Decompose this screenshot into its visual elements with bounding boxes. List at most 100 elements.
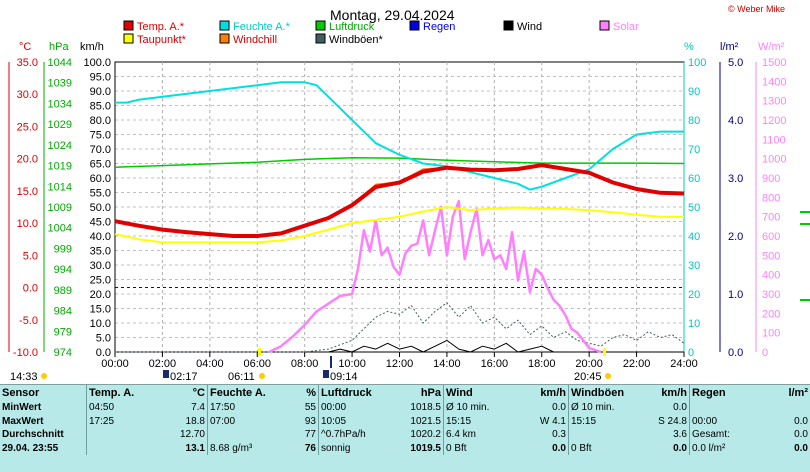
wind-tick-label: 70.0 <box>90 144 111 156</box>
table-header: Sensor <box>2 386 40 399</box>
table-cell: 15:15 <box>568 414 633 429</box>
press-tick-label: 979 <box>54 326 72 338</box>
weather-chart: 00:00 02:00 04:00 06:00 08:00 10:00 12:00 14:00… <box>8 20 810 383</box>
solar-tick-label: 200 <box>762 308 780 320</box>
hum-tick-label: 0 <box>688 347 694 359</box>
table-cell: 18.8 <box>185 415 205 427</box>
x-tick-label: 08:00 <box>291 358 319 370</box>
rain-tick-label: 1.0 <box>728 289 743 301</box>
series-luftdruck <box>114 156 685 168</box>
table-cell: 0 Bft <box>568 441 633 456</box>
solar-tick-label: 500 <box>762 250 780 262</box>
press-tick-label: 999 <box>54 243 72 255</box>
row-label: MaxWert <box>2 415 44 427</box>
table-cell: 13.1 <box>185 443 205 455</box>
table-header: Temp. A. <box>86 385 153 401</box>
table-row: 29.04. 23:55 13.1 8.68 g/m³ 76 sonnig 1019.5 0… <box>0 441 810 456</box>
event-moonrise: 14:33 <box>10 371 38 383</box>
rain-tick-label: 0.0 <box>728 347 743 359</box>
hum-tick-label: 30 <box>688 260 700 272</box>
moonset-icon <box>323 370 329 378</box>
wind-tick-label: 30.0 <box>90 260 111 272</box>
table-cell: 00:00 <box>318 401 383 415</box>
temp-tick-label: 10.0 <box>17 218 38 230</box>
series-taupunkt <box>114 206 684 244</box>
table-cell: 0.3 <box>552 429 566 441</box>
wind-tick-label: 20.0 <box>90 289 111 301</box>
legend-label: Solar <box>613 21 639 33</box>
series-solar <box>268 199 602 354</box>
wind-tick-label: 25.0 <box>90 275 111 287</box>
x-tick-label: 02:00 <box>149 358 177 370</box>
hum-tick-label: 40 <box>688 231 700 243</box>
x-tick-label: 20:00 <box>575 358 603 370</box>
table-cell: 12.70 <box>179 429 205 441</box>
legend-swatch <box>599 20 610 31</box>
table-header: Wind <box>443 385 508 401</box>
wind-tick-label: 95.0 <box>90 72 111 84</box>
table-header: l/m² <box>788 386 808 399</box>
moonphase-icon <box>163 370 169 378</box>
table-cell: 0.0 <box>794 443 808 455</box>
table-cell: 76 <box>304 443 316 455</box>
table-cell: Ø 10 min. <box>568 401 633 415</box>
legend-label: Regen <box>423 21 455 33</box>
legend-label: Windböen* <box>329 34 384 46</box>
sunrise-icon <box>259 373 265 379</box>
event-moonset: 09:14 <box>330 371 358 383</box>
table-cell: W 4.1 <box>539 415 566 427</box>
wind-tick-label: 80.0 <box>90 115 111 127</box>
x-tick-label: 12:00 <box>386 358 414 370</box>
table-cell: 3.6 <box>673 429 687 441</box>
press-tick-label: 974 <box>54 347 72 359</box>
temp-tick-label: 25.0 <box>17 121 38 133</box>
table-cell: 6.4 km <box>443 428 508 442</box>
table-cell: 17:25 <box>86 414 153 429</box>
temp-tick-label: 30.0 <box>17 89 38 101</box>
table-cell: 0.0 l/m² <box>689 441 758 456</box>
press-tick-label: 1014 <box>48 181 72 193</box>
table-cell: 1019.5 <box>410 443 441 455</box>
table-cell: 93 <box>304 415 316 427</box>
press-tick-label: 1034 <box>48 98 72 110</box>
x-tick-label: 04:00 <box>196 358 224 370</box>
solar-tick-label: 1400 <box>762 76 786 88</box>
solar-tick-label: 1100 <box>762 134 786 146</box>
table-cell: 1020.2 <box>410 429 441 441</box>
wind-axis-unit: km/h <box>80 41 104 53</box>
press-tick-label: 1039 <box>48 78 72 90</box>
table-cell: sonnig <box>318 441 383 456</box>
table-cell: ^0.7hPa/h <box>318 428 383 442</box>
table-cell: 10:05 <box>318 414 383 429</box>
table-cell: 0.0 <box>673 402 687 414</box>
temp-axis-unit: °C <box>19 41 32 53</box>
table-header: hPa <box>420 386 441 399</box>
solar-tick-label: 1300 <box>762 96 786 108</box>
temp-tick-label: -10.0 <box>13 347 38 359</box>
sunset-icon <box>605 373 611 379</box>
chart-title: Montag, 29.04.2024 <box>330 7 455 23</box>
wind-tick-label: 100.0 <box>83 57 111 69</box>
sunrise-marker <box>258 348 261 356</box>
solar-tick-label: 900 <box>762 173 780 185</box>
solar-tick-label: 1000 <box>762 154 786 166</box>
table-cell: S 24.8 <box>658 415 687 427</box>
press-tick-label: 1019 <box>48 161 72 173</box>
wind-tick-label: 55.0 <box>90 188 111 200</box>
table-cell: 7.4 <box>191 402 205 414</box>
solar-tick-label: 800 <box>762 192 780 204</box>
legend-swatch <box>503 20 514 31</box>
wind-tick-label: 90.0 <box>90 86 111 98</box>
hum-tick-label: 20 <box>688 289 700 301</box>
legend-swatch <box>315 20 326 31</box>
table-cell: 0.0 <box>673 443 687 455</box>
table-cell: 8.68 g/m³ <box>207 441 270 456</box>
x-tick-label: 06:00 <box>243 358 271 370</box>
solar-tick-label: 100 <box>762 328 780 340</box>
table-row: MaxWert 17:25 18.8 07:00 93 10:05 1021.5 15:15 W… <box>0 414 810 429</box>
temp-tick-label: 5.0 <box>23 250 38 262</box>
wind-tick-label: 50.0 <box>90 202 111 214</box>
rain-tick-label: 3.0 <box>728 173 743 185</box>
table-cell: 0.0 <box>794 415 808 427</box>
hum-tick-label: 50 <box>688 202 700 214</box>
